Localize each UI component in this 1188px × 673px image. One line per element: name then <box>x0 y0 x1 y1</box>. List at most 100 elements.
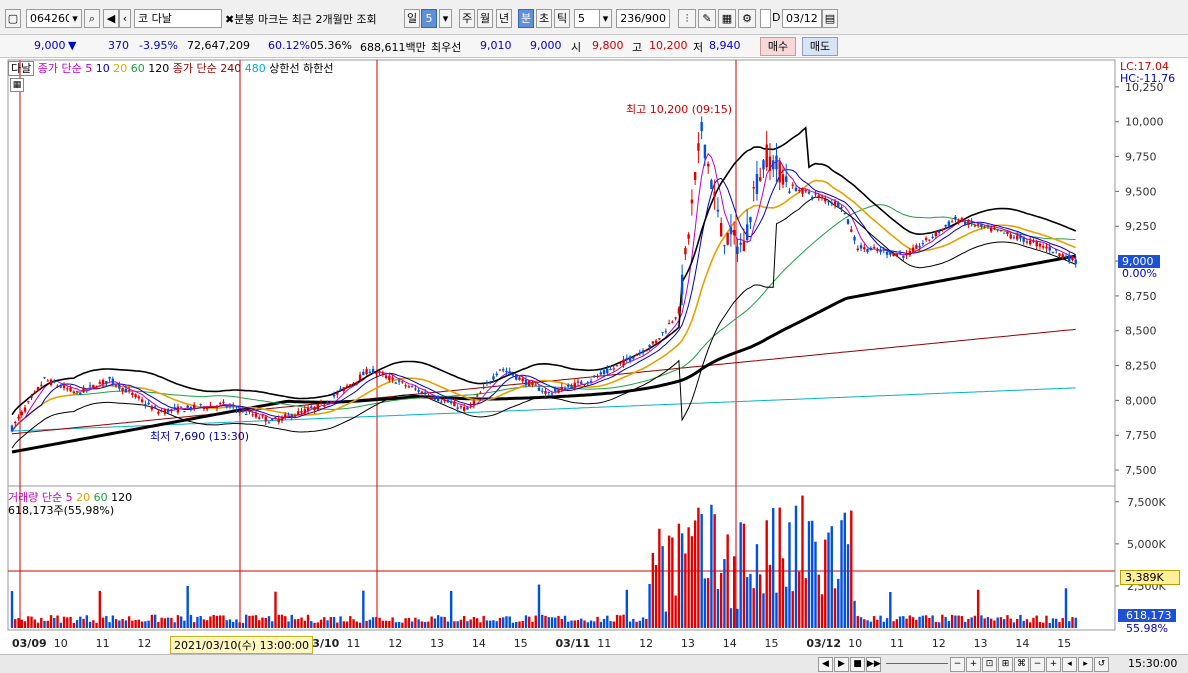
fast-forward-icon[interactable]: ▶▶ <box>866 657 881 672</box>
candle-body <box>140 399 144 402</box>
volume-bar <box>856 616 859 628</box>
volume-bar <box>534 615 537 628</box>
period-week-button[interactable]: 주 <box>459 9 475 28</box>
candle-body <box>534 384 537 386</box>
volume-bar <box>1051 618 1055 628</box>
volume-bar <box>49 615 53 628</box>
count-field[interactable]: 236/900 <box>616 9 670 28</box>
volume-bar <box>599 621 603 628</box>
link-icon[interactable]: ⌘ <box>1014 657 1029 672</box>
legend-volume-ma60: 60 <box>93 491 108 504</box>
gear-icon[interactable]: ⚙ <box>738 9 756 28</box>
candle-body <box>293 415 297 417</box>
candle-body <box>544 390 547 394</box>
scroll-left-icon[interactable]: ◀ <box>818 657 833 672</box>
date-input[interactable]: 03/12 <box>782 9 822 28</box>
prev-icon[interactable]: ‹ <box>119 9 131 28</box>
scroll-right-icon[interactable]: ▶ <box>834 657 849 672</box>
stop-icon[interactable]: ■ <box>850 657 865 672</box>
candle-body <box>56 385 59 387</box>
stock-name-field[interactable]: 코 다날 <box>134 9 222 28</box>
period-day-button[interactable]: 일 <box>404 9 420 28</box>
volume-bar <box>772 507 775 628</box>
candle-body <box>518 377 521 381</box>
x-tick-label: 10 <box>848 637 862 650</box>
grid-icon[interactable]: ▦ <box>718 9 736 28</box>
interval-dropdown-icon[interactable]: ▾ <box>599 9 612 28</box>
period-month-button[interactable]: 월 <box>477 9 493 28</box>
volume-bar <box>937 622 941 628</box>
sell-button[interactable]: 매도 <box>802 37 838 56</box>
volume-bar <box>443 616 446 628</box>
volume-bar <box>17 618 20 628</box>
legend-grid-icon[interactable]: ▦ <box>10 78 24 92</box>
chart-canvas[interactable]: 10,250 10,000 9,750 9,500 9,250 9,000 8,750 8,5… <box>0 58 1188 654</box>
volume-bar <box>729 608 733 628</box>
x-tick-label: 11 <box>597 637 611 650</box>
buy-button[interactable]: 매수 <box>760 37 796 56</box>
period-sec-button[interactable]: 초 <box>536 9 552 28</box>
minus-icon[interactable]: − <box>1030 657 1045 672</box>
speaker-icon[interactable]: ◀ <box>103 9 119 28</box>
volume-bar <box>963 621 967 628</box>
volume-bar <box>970 617 973 628</box>
volume-bar <box>397 621 401 628</box>
candle-body <box>999 230 1003 232</box>
reset-icon[interactable]: ↺ <box>1094 657 1109 672</box>
interval-input[interactable]: 5 <box>574 9 600 28</box>
candle-body <box>736 246 739 255</box>
candle-body <box>137 396 141 399</box>
candle-body <box>944 224 947 227</box>
zoom-out-icon[interactable]: − <box>950 657 965 672</box>
candle-body <box>632 356 635 359</box>
candle-body <box>911 247 915 253</box>
candle-body <box>192 404 196 409</box>
search-icon[interactable]: ⌕ <box>84 9 100 28</box>
layout-icon[interactable]: ⊞ <box>998 657 1013 672</box>
chart-area[interactable]: 10,250 10,000 9,750 9,500 9,250 9,000 8,750 8,5… <box>0 58 1188 654</box>
chart-type-icon[interactable]: ⫶ <box>678 9 696 28</box>
code-dropdown-icon[interactable]: ▾ <box>69 9 82 28</box>
volume-bar <box>134 620 137 628</box>
scroll-left-small-icon[interactable]: ◂ <box>1062 657 1077 672</box>
plus-icon[interactable]: + <box>1046 657 1061 672</box>
candle-body <box>889 251 892 255</box>
volume-bar <box>531 621 534 628</box>
candle-body <box>993 227 996 230</box>
draw-tools-icon[interactable]: ✎ <box>698 9 716 28</box>
volume-bar <box>931 615 934 628</box>
candle-body <box>323 405 326 407</box>
candle-body <box>469 404 472 406</box>
period-year-button[interactable]: 년 <box>496 9 512 28</box>
candle-body <box>781 174 785 185</box>
scroll-right-small-icon[interactable]: ▸ <box>1078 657 1093 672</box>
zoom-slider[interactable] <box>886 663 948 664</box>
zoom-in-icon[interactable]: + <box>966 657 981 672</box>
volume-bar <box>368 619 372 628</box>
x-tick-label: 15 <box>514 637 528 650</box>
calendar-icon[interactable]: ▤ <box>822 9 838 28</box>
volume-bar <box>306 614 310 628</box>
view-icon[interactable]: ⊡ <box>982 657 997 672</box>
period-value[interactable]: 5 <box>421 9 437 28</box>
volume-bar <box>287 621 290 628</box>
candle-body <box>879 249 882 253</box>
period-tick-button[interactable]: 틱 <box>554 9 570 28</box>
price-tick-label: 9,750 <box>1125 151 1157 164</box>
volume-bar <box>232 621 235 628</box>
ma480-line <box>11 387 1076 432</box>
candle-body <box>1068 255 1071 262</box>
window-icon[interactable]: ▢ <box>5 9 21 28</box>
volume-bar <box>560 618 563 628</box>
volume-bar <box>648 583 651 628</box>
candle-body <box>179 406 183 408</box>
code-input[interactable]: 064260 <box>26 9 82 28</box>
period-min-button[interactable]: 분 <box>518 9 534 28</box>
candle-body <box>75 391 79 393</box>
d-checkbox[interactable] <box>760 9 771 28</box>
volume-bar <box>664 611 668 628</box>
volume-bar <box>853 600 856 628</box>
period-dropdown-icon[interactable]: ▾ <box>439 9 452 28</box>
volume-bar <box>954 615 957 628</box>
volume-bar <box>602 618 606 628</box>
